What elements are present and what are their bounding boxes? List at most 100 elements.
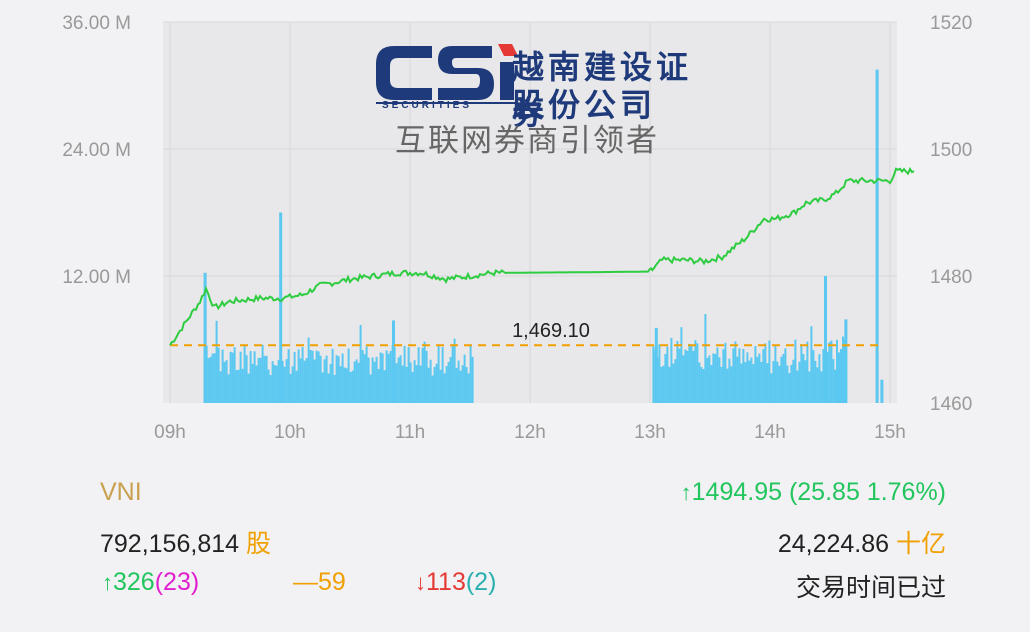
- volume-bar: [776, 361, 779, 403]
- volume-bar: [449, 357, 452, 403]
- value-amount: 24,224.86: [777, 530, 890, 558]
- volume-bar: [842, 336, 844, 403]
- volume-bar: [301, 347, 304, 403]
- volume-bar: [249, 351, 252, 403]
- volume-bar: [692, 350, 695, 403]
- volume-bar: [223, 361, 226, 403]
- volume-bar: [718, 357, 721, 403]
- volume-bar: [441, 346, 444, 403]
- volume-bar: [716, 347, 719, 403]
- volume-bar: [265, 355, 268, 403]
- volume-bar: [682, 355, 685, 403]
- volume-bar: [662, 365, 665, 403]
- volume-bar: [335, 355, 338, 403]
- volume-bar: [275, 365, 278, 403]
- unchanged-count: 59: [318, 568, 346, 596]
- volume-bar: [369, 374, 372, 403]
- volume-bar: [273, 364, 276, 403]
- volume-bar: [796, 370, 799, 403]
- volume-bar: [439, 369, 442, 403]
- volume-bar: [337, 356, 340, 403]
- volume-bar: [838, 352, 840, 403]
- volume-bar: [431, 375, 434, 403]
- volume-bar: [784, 348, 787, 403]
- volume-bar: [235, 370, 238, 403]
- volume-bar: [798, 361, 801, 403]
- volume-bar: [469, 345, 472, 403]
- volume-bar: [427, 367, 430, 403]
- volume-bar: [323, 359, 326, 403]
- volume-line: 792,156,814 股: [100, 524, 271, 560]
- volume-bar: [421, 347, 424, 403]
- advances-ceiling: (23): [154, 568, 200, 596]
- x-tick-label: 12h: [514, 422, 546, 443]
- volume-bar: [834, 369, 837, 403]
- volume-bar: [399, 355, 402, 403]
- x-tick-label: 14h: [754, 422, 786, 443]
- volume-bar: [371, 357, 374, 403]
- volume-bar: [419, 365, 422, 403]
- volume-bar: [792, 359, 795, 403]
- volume-bar: [818, 354, 821, 403]
- volume-bar: [812, 350, 815, 403]
- intraday-chart: 1,469.10 09h 10h 11h 12h 13h 14h 15h 36.00 M 24.…: [62, 13, 972, 443]
- volume-bar: [423, 341, 426, 403]
- volume-bar: [822, 348, 825, 403]
- x-tick-label: 11h: [395, 422, 425, 443]
- volume-bar: [810, 326, 813, 403]
- x-tick-label: 10h: [274, 422, 306, 443]
- grid: [163, 21, 897, 403]
- volume-bar: [353, 361, 356, 403]
- up-arrow-icon: ↑: [680, 480, 692, 505]
- volume-spike: [654, 327, 658, 403]
- volume-bar: [435, 363, 438, 403]
- volume-bar: [209, 356, 212, 403]
- volume-bar: [411, 371, 414, 403]
- volume-bar: [688, 343, 691, 403]
- logo-tagline: 互联网券商引领者: [395, 123, 659, 159]
- volume-bar: [255, 365, 258, 403]
- volume-bar: [345, 368, 348, 403]
- volume-bar: [315, 350, 318, 403]
- axis-labels: 09h 10h 11h 12h 13h 14h 15h 36.00 M 24.00 M 12.00…: [62, 13, 972, 443]
- volume-bar: [820, 371, 823, 403]
- volume-bar: [836, 339, 838, 403]
- volume-bar: [756, 356, 759, 403]
- volume-bar: [355, 359, 358, 403]
- volume-bar: [295, 370, 298, 403]
- volume-bar: [293, 351, 296, 403]
- csi-logo-mark: [376, 44, 518, 104]
- index-value-change: ↑1494.95 (25.85 1.76%): [681, 478, 946, 507]
- volume-bar: [401, 365, 404, 403]
- volume-bar: [389, 350, 392, 403]
- volume-bar: [231, 352, 234, 403]
- volume-bar: [317, 351, 320, 403]
- volume-bar: [221, 349, 224, 403]
- volume-bar: [269, 375, 272, 403]
- volume-bar: [840, 349, 842, 403]
- logo-cn-line2: 股份公司: [512, 86, 657, 124]
- advances: ↑326(23): [102, 568, 199, 597]
- index-line: [169, 166, 915, 346]
- volume-bar: [696, 343, 699, 403]
- volume-bar: [429, 359, 432, 403]
- volume-bar: [311, 350, 314, 403]
- volume-spike: [392, 320, 395, 403]
- volume-bar: [357, 362, 360, 403]
- value-line: 24,224.86 十亿: [778, 524, 946, 560]
- declines: ↓113(2): [415, 568, 496, 597]
- volume-bar: [804, 360, 807, 403]
- volume-bar: [722, 349, 725, 403]
- volume-bar: [668, 366, 671, 403]
- volume-bar: [377, 368, 380, 403]
- volume-spike: [875, 69, 879, 403]
- volume-bar: [339, 366, 342, 403]
- volume-spike: [203, 272, 207, 403]
- volume-bar: [457, 360, 460, 403]
- volume-bar: [291, 366, 294, 403]
- volume-bar: [674, 359, 677, 403]
- volume-bar: [666, 346, 669, 403]
- volume-bar: [365, 346, 368, 403]
- volume-value: 792,156,814: [100, 530, 240, 558]
- volume-bar: [750, 357, 753, 403]
